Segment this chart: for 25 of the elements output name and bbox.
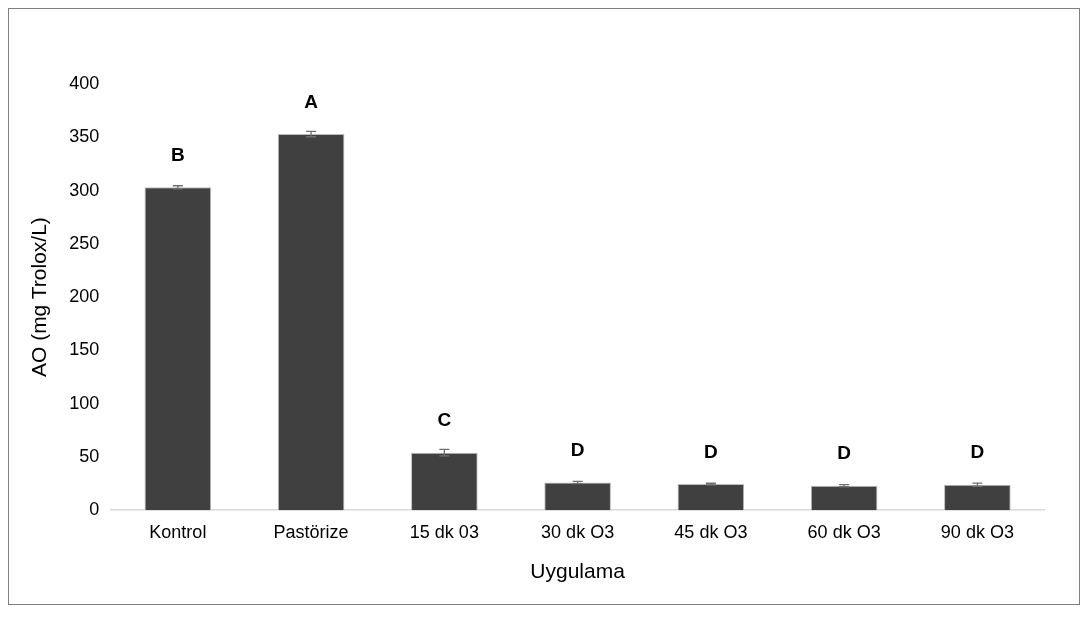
annotation: D xyxy=(970,441,985,463)
x-tick-label: 60 dk O3 xyxy=(807,521,881,542)
x-tick-label: 90 dk O3 xyxy=(940,521,1014,542)
annotation: B xyxy=(170,144,185,166)
x-axis-title: Uygulama xyxy=(530,559,626,583)
y-tick-label: 150 xyxy=(69,339,100,360)
annotation: D xyxy=(570,439,585,461)
annotation: D xyxy=(837,442,851,464)
annotation: D xyxy=(704,440,718,462)
y-tick-label: 300 xyxy=(69,179,100,200)
annotation: C xyxy=(437,409,452,431)
y-tick-label: 50 xyxy=(79,445,100,466)
x-tick-label: 30 dk O3 xyxy=(541,521,615,542)
x-tick-label: 45 dk O3 xyxy=(674,521,748,542)
x-tick-label: Kontrol xyxy=(149,521,207,542)
y-tick-label: 350 xyxy=(69,126,100,147)
y-tick-label: 400 xyxy=(69,72,100,93)
y-axis-title: AO (mg Trolox/L) xyxy=(27,217,51,378)
annotation: A xyxy=(304,90,319,112)
y-tick-label: 0 xyxy=(89,499,100,520)
y-tick-label: 200 xyxy=(69,286,100,307)
y-tick-label: 250 xyxy=(69,232,100,253)
x-tick-label: 15 dk 03 xyxy=(409,521,479,542)
y-tick-label: 100 xyxy=(69,392,100,413)
x-tick-label: Pastörize xyxy=(273,521,349,542)
